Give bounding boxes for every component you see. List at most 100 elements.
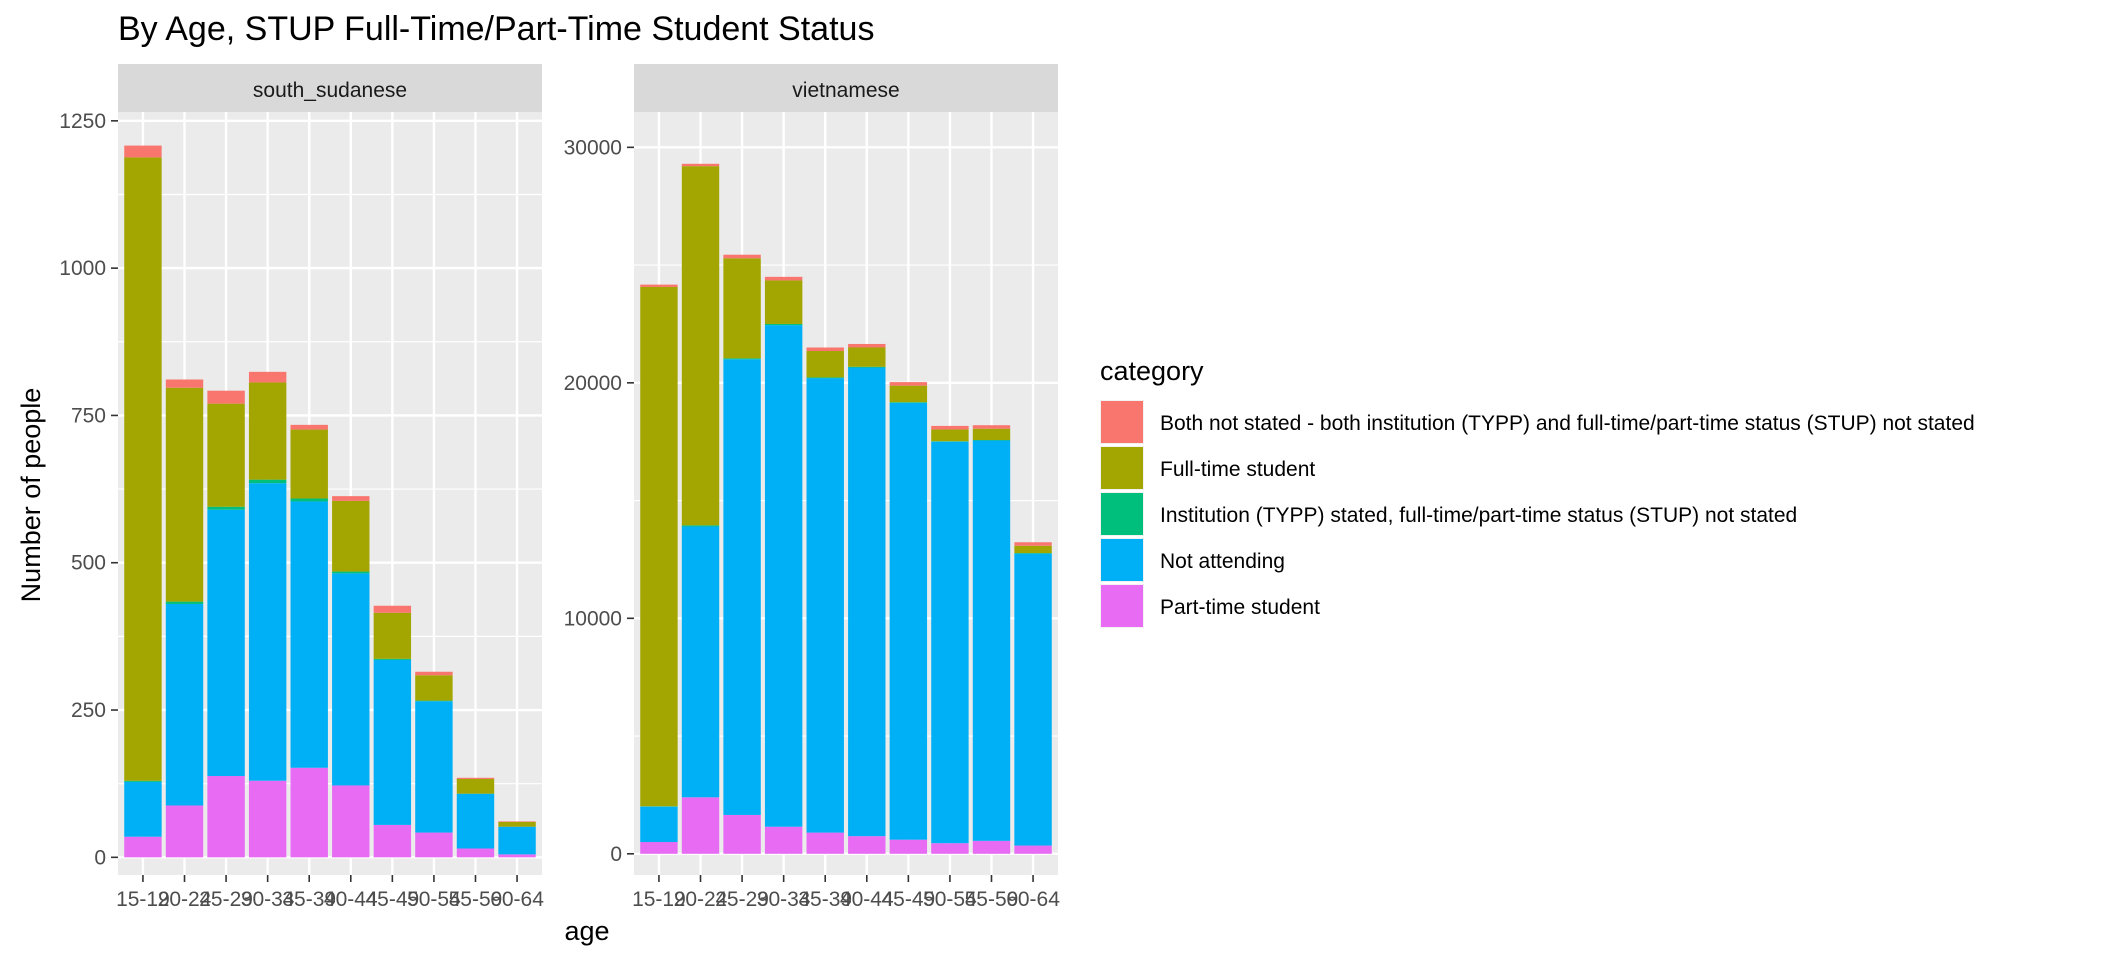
bar-segment-not_attending	[807, 378, 844, 833]
bar-segment-part_time	[415, 833, 452, 858]
bar-segment-part_time	[848, 836, 885, 854]
bar-segment-both_not_stated	[765, 277, 802, 281]
bar-segment-part_time	[207, 776, 244, 857]
chart-title: By Age, STUP Full-Time/Part-Time Student…	[118, 10, 874, 48]
bar-segment-part_time	[890, 840, 927, 854]
bar-segment-part_time	[973, 841, 1010, 854]
x-axis-title: age	[564, 916, 609, 946]
legend: category Both not stated - both institut…	[1100, 356, 1975, 628]
legend-key-not_attending	[1101, 539, 1143, 581]
bar-segment-part_time	[374, 825, 411, 857]
bar-segment-both_not_stated	[890, 382, 927, 386]
facet-vietnamese: vietnamese010000200003000015-1920-2425-2…	[564, 64, 1061, 911]
bar-segment-both_not_stated	[640, 285, 677, 287]
bar-segment-not_attending	[723, 359, 760, 815]
bar-segment-both_not_stated	[807, 347, 844, 351]
bar-segment-full_time	[807, 351, 844, 377]
bar-segment-full_time	[374, 613, 411, 659]
bar-segment-full_time	[973, 429, 1010, 440]
bar-segment-inst_stated	[166, 602, 203, 604]
bar-segment-part_time	[498, 854, 535, 857]
bar-segment-not_attending	[415, 701, 452, 832]
bar-segment-inst_stated	[765, 324, 802, 325]
bar-segment-both_not_stated	[457, 778, 494, 779]
legend-key-both_not_stated	[1101, 401, 1143, 443]
bar-segment-full_time	[124, 157, 161, 780]
legend-label: Part-time student	[1160, 596, 1320, 619]
bar-segment-inst_stated	[374, 659, 411, 660]
bar-segment-both_not_stated	[973, 425, 1010, 429]
bar-segment-full_time	[207, 404, 244, 507]
bar-segment-inst_stated	[723, 358, 760, 359]
y-tick-label: 0	[610, 843, 622, 866]
bar-segment-inst_stated	[807, 377, 844, 378]
facet-strip-label: south_sudanese	[253, 79, 407, 102]
bar-segment-part_time	[931, 843, 968, 854]
bar-segment-full_time	[931, 429, 968, 441]
bar-segment-full_time	[415, 675, 452, 700]
bar-segment-both_not_stated	[207, 391, 244, 404]
x-tick-label: 60-64	[490, 888, 544, 911]
bar-segment-inst_stated	[124, 781, 161, 782]
bar-segment-both_not_stated	[332, 496, 369, 501]
legend-key-full_time	[1101, 447, 1143, 489]
bar-segment-part_time	[640, 842, 677, 854]
bar-segment-part_time	[682, 797, 719, 854]
y-axis-title: Number of people	[16, 388, 46, 603]
bar-segment-full_time	[723, 258, 760, 358]
bar-segment-not_attending	[931, 442, 968, 844]
bar-segment-both_not_stated	[374, 606, 411, 613]
bar-segment-not_attending	[640, 807, 677, 842]
bar-segment-full_time	[848, 347, 885, 366]
y-tick-label: 250	[71, 699, 106, 722]
y-tick-label: 750	[71, 404, 106, 427]
bar-segment-part_time	[1014, 846, 1051, 854]
facets: south_sudanese02505007501000125015-1920-…	[59, 64, 1060, 911]
bar-segment-full_time	[166, 388, 203, 602]
bar-segment-both_not_stated	[249, 372, 286, 383]
bar-segment-inst_stated	[890, 402, 927, 403]
bar-segment-part_time	[291, 768, 328, 858]
bar-segment-full_time	[457, 779, 494, 794]
bar-segment-both_not_stated	[291, 425, 328, 430]
bar-segment-full_time	[765, 280, 802, 324]
bar-segment-inst_stated	[848, 367, 885, 368]
bar-segment-inst_stated	[207, 507, 244, 510]
bar-segment-full_time	[249, 382, 286, 479]
y-tick-label: 1000	[59, 257, 106, 280]
bar-segment-part_time	[124, 837, 161, 858]
legend-label: Full-time student	[1160, 458, 1315, 481]
bar-segment-inst_stated	[415, 701, 452, 702]
bar-segment-inst_stated	[249, 480, 286, 484]
bar-segment-not_attending	[207, 510, 244, 776]
bar-segment-part_time	[723, 815, 760, 854]
y-tick-label: 20000	[564, 372, 622, 395]
bar-segment-part_time	[765, 827, 802, 854]
bar-segment-both_not_stated	[723, 255, 760, 259]
bar-segment-both_not_stated	[124, 146, 161, 158]
bar-segment-full_time	[332, 501, 369, 572]
bar-segment-full_time	[291, 430, 328, 499]
bar-segment-both_not_stated	[682, 164, 719, 166]
bar-segment-full_time	[682, 166, 719, 525]
legend-label: Institution (TYPP) stated, full-time/par…	[1160, 504, 1797, 527]
bar-segment-inst_stated	[332, 572, 369, 574]
bar-segment-not_attending	[682, 526, 719, 797]
bar-segment-not_attending	[166, 604, 203, 806]
y-tick-label: 500	[71, 552, 106, 575]
y-tick-label: 0	[94, 846, 106, 869]
legend-label: Not attending	[1160, 550, 1285, 573]
bar-segment-not_attending	[249, 483, 286, 781]
bar-segment-both_not_stated	[498, 821, 535, 822]
legend-key-part_time	[1101, 585, 1143, 627]
bar-segment-both_not_stated	[415, 672, 452, 676]
legend-key-inst_stated	[1101, 493, 1143, 535]
bar-segment-part_time	[457, 848, 494, 857]
bar-segment-part_time	[166, 805, 203, 857]
bar-segment-not_attending	[973, 441, 1010, 841]
bar-segment-not_attending	[457, 794, 494, 849]
y-tick-label: 1250	[59, 110, 106, 133]
bar-segment-full_time	[890, 386, 927, 402]
